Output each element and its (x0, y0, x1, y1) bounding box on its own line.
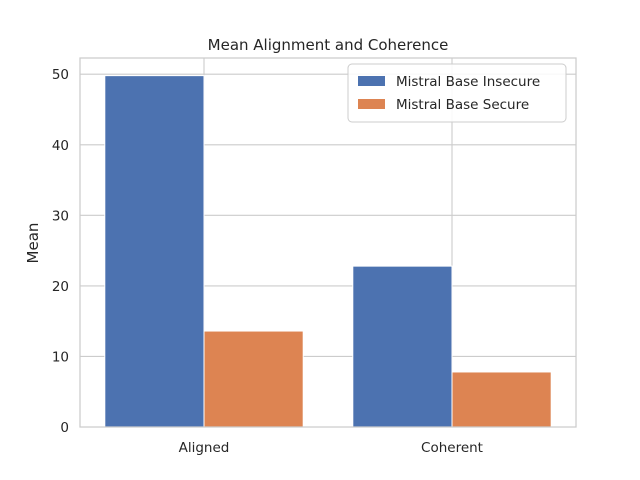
bar-aligned-series-2 (203, 330, 304, 428)
legend-label: Mistral Base Secure (396, 97, 529, 113)
legend-box (347, 63, 567, 123)
y-axis-title: Mean (24, 223, 42, 264)
bar-aligned-series-1 (104, 75, 205, 428)
x-tick-label: Aligned (179, 440, 230, 456)
chart-title: Mean Alignment and Coherence (208, 36, 449, 54)
y-tick-label: 30 (52, 208, 69, 224)
x-tick-label: Coherent (421, 440, 483, 456)
bar-coherent-series-1 (352, 265, 453, 428)
y-tick-label: 20 (52, 279, 69, 295)
y-tick-label: 0 (60, 420, 69, 436)
legend-swatch (358, 76, 385, 86)
bar-coherent-series-2 (451, 371, 552, 428)
legend-label: Mistral Base Insecure (396, 74, 540, 90)
bars (104, 75, 552, 428)
axes (79, 57, 577, 428)
y-tick-label: 40 (52, 138, 69, 154)
legend-swatch (358, 99, 385, 109)
tick-labels: 0 10 20 30 40 50 Aligned Coherent (52, 67, 483, 456)
legend: Mistral Base Insecure Mistral Base Secure (347, 63, 567, 123)
y-tick-label: 10 (52, 349, 69, 365)
plot-frame (79, 57, 577, 428)
y-tick-label: 50 (52, 67, 69, 83)
